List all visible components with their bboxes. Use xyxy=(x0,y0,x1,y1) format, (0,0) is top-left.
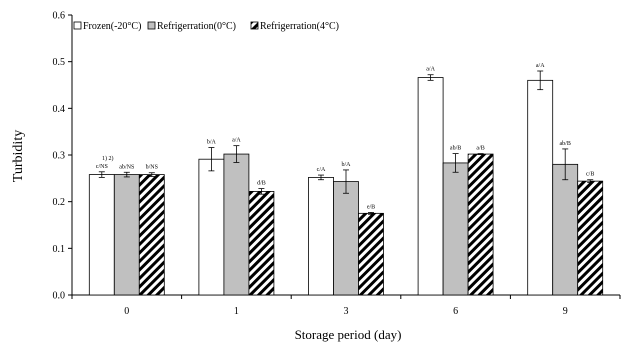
bar xyxy=(138,174,165,296)
x-tick-label: 6 xyxy=(453,306,458,317)
bar xyxy=(552,163,579,296)
data-label: c/A xyxy=(317,167,326,173)
bar xyxy=(113,174,140,296)
bar xyxy=(88,174,115,296)
footnote-markers: 1) 2) xyxy=(102,155,114,162)
y-tick-label: 0.5 xyxy=(53,57,66,68)
data-label: a/A xyxy=(536,63,545,69)
data-label: b/A xyxy=(342,162,352,168)
bar xyxy=(198,158,225,296)
y-tick-label: 0.3 xyxy=(53,151,66,162)
bar xyxy=(467,153,494,296)
x-axis-label: Storage period (day) xyxy=(295,327,402,342)
y-tick-label: 0.4 xyxy=(53,104,66,115)
x-tick-label: 1 xyxy=(234,306,239,317)
legend: Frozen(-20°C) Refrigerration(0°C) Refriger… xyxy=(73,21,339,32)
data-label: a/A xyxy=(232,138,241,144)
data-label: c/NS xyxy=(96,164,108,170)
legend-label: Refrigerration(4°C) xyxy=(260,21,339,32)
bar xyxy=(417,77,444,296)
legend-swatch xyxy=(147,21,156,30)
data-label: a/A xyxy=(426,67,435,73)
x-tick-label: 9 xyxy=(563,306,568,317)
x-tick-label: 0 xyxy=(124,306,129,317)
data-label: b/NS xyxy=(146,165,158,171)
bar xyxy=(442,162,469,296)
legend-label: Frozen(-20°C) xyxy=(83,21,141,32)
y-tick-label: 0.0 xyxy=(53,291,66,302)
bar xyxy=(333,181,359,296)
y-tick-label: 0.2 xyxy=(53,197,66,208)
data-label: ab/B xyxy=(450,146,461,152)
y-axis-label: Turbidity xyxy=(11,130,26,182)
data-label: ab/B xyxy=(560,141,571,147)
bar xyxy=(527,79,554,296)
bar xyxy=(248,190,275,296)
data-label: a/B xyxy=(476,146,484,152)
data-label: b/A xyxy=(207,140,217,146)
y-tick-label: 0.1 xyxy=(53,244,66,255)
data-label: c/B xyxy=(586,172,594,178)
legend-label: Refrigerration(0°C) xyxy=(157,21,236,32)
data-label: e/B xyxy=(367,204,375,210)
legend-swatch xyxy=(250,21,259,30)
bar xyxy=(358,212,384,296)
bar xyxy=(308,176,334,296)
data-label: ab/NS xyxy=(119,164,134,170)
bar xyxy=(577,180,604,296)
data-label: d/B xyxy=(257,181,266,187)
legend-swatch xyxy=(73,21,82,30)
bar xyxy=(223,153,250,296)
bars-group: c/NS ab/NS b/NS b/A a/A d/B c/A b/A e/B a/A ab/B a/… xyxy=(88,63,604,296)
y-tick-label: 0.6 xyxy=(53,11,66,22)
x-tick-label: 3 xyxy=(344,306,349,317)
